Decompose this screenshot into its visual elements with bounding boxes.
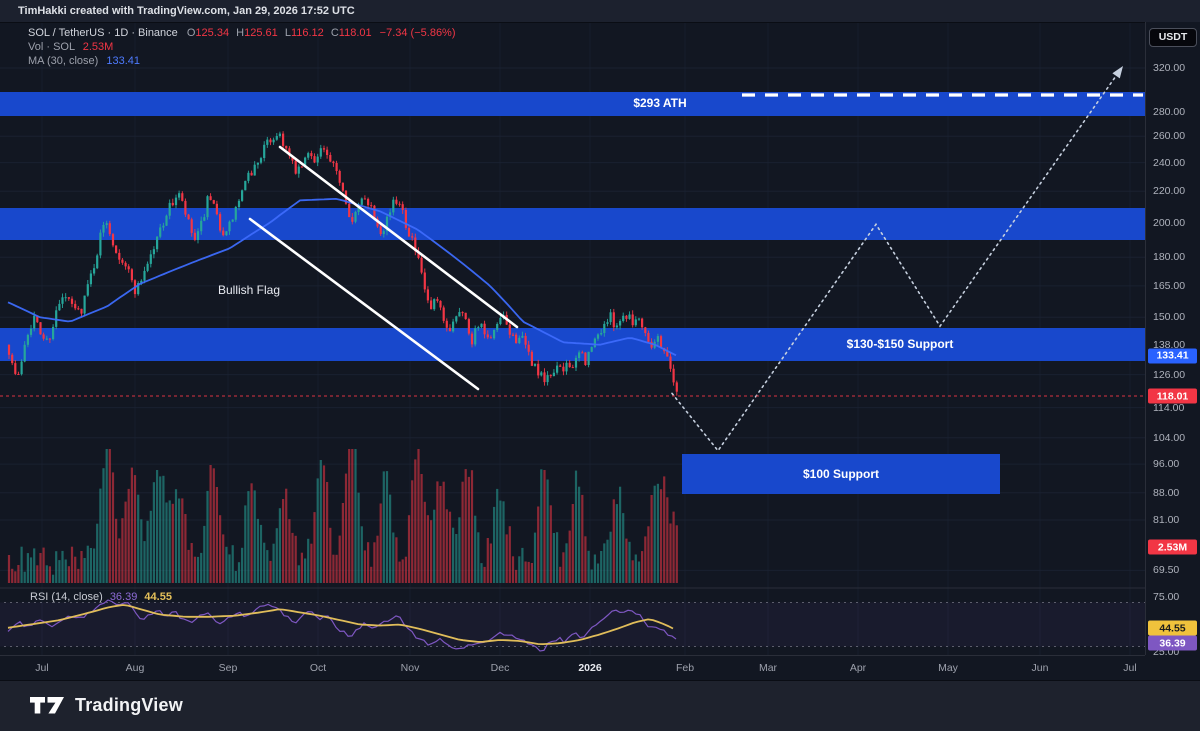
- high-value: 125.61: [244, 27, 278, 39]
- last-price-label: 118.01: [1148, 388, 1197, 404]
- ma-value: 133.41: [106, 55, 141, 67]
- tradingview-logo[interactable]: TradingView: [30, 695, 183, 716]
- price-tick: 240.00: [1153, 156, 1186, 169]
- price-tick: 200.00: [1153, 216, 1186, 229]
- price-tick: 114.00: [1153, 401, 1185, 414]
- price-tick: 280.00: [1153, 105, 1186, 118]
- time-tick-dec: Dec: [490, 662, 510, 674]
- chart-legend: SOL / TetherUS · 1D · Binance O125.34 H1…: [28, 27, 456, 69]
- support-box-annotation[interactable]: $100 Support: [802, 467, 880, 481]
- price-tick: 320.00: [1153, 62, 1186, 74]
- time-tick-mar: Mar: [758, 662, 778, 674]
- tradingview-logo-icon: [30, 697, 64, 714]
- rsi-ma-value: 44.55: [144, 591, 172, 603]
- rsi-value-label: 36.39: [1148, 635, 1197, 651]
- price-tick: 88.00: [1153, 486, 1180, 499]
- symbol-row[interactable]: SOL / TetherUS · 1D · Binance O125.34 H1…: [28, 27, 456, 40]
- close-label: C: [330, 27, 339, 39]
- price-tick: 96.00: [1153, 458, 1180, 471]
- time-tick-nov: Nov: [400, 662, 420, 674]
- price-tick: 150.00: [1153, 311, 1186, 324]
- volume-value: 2.53M: [82, 41, 114, 53]
- price-tick: 126.00: [1153, 368, 1186, 381]
- footer-bar: TradingView: [0, 680, 1200, 731]
- ma-label: MA (30, close): [28, 55, 99, 67]
- support-band-annotation[interactable]: $130-$150 Support: [846, 337, 954, 351]
- time-tick-feb: Feb: [675, 662, 695, 674]
- price-tick: 104.00: [1153, 431, 1186, 444]
- time-tick-sep: Sep: [218, 662, 238, 674]
- time-axis[interactable]: Jul Aug Sep Oct Nov Dec 2026 Feb Mar Apr May Jun Jul: [0, 655, 1145, 681]
- volume-value-label: 2.53M: [1148, 539, 1197, 555]
- symbol-title: SOL / TetherUS · 1D · Binance: [28, 27, 178, 39]
- time-tick-jul: Jul: [1123, 662, 1137, 674]
- price-tick: 69.50: [1153, 564, 1180, 577]
- time-tick-jun: Jun: [1031, 662, 1049, 674]
- ath-annotation[interactable]: $293 ATH: [633, 96, 687, 110]
- volume-label: Vol · SOL: [28, 41, 75, 53]
- low-value: 116.12: [290, 27, 324, 39]
- close-value: 118.01: [338, 27, 372, 39]
- price-tick: 165.00: [1153, 279, 1186, 292]
- price-tick: 81.00: [1153, 514, 1180, 526]
- rsi-legend[interactable]: RSI (14, close) 36.39 44.55: [30, 591, 176, 603]
- low-label: L: [284, 27, 291, 39]
- rsi-value: 36.39: [109, 591, 138, 603]
- volume-row[interactable]: Vol · SOL 2.53M: [28, 41, 456, 54]
- change-value: −7.34 (−5.86%): [379, 27, 456, 39]
- price-tick: 180.00: [1153, 251, 1186, 264]
- bullish-flag-annotation[interactable]: Bullish Flag: [217, 283, 281, 297]
- time-tick-may: May: [938, 662, 958, 674]
- rsi-title: RSI (14, close): [30, 591, 103, 603]
- price-tick: 138.00: [1153, 338, 1186, 351]
- attribution-bar: TimHakki created with TradingView.com, J…: [0, 0, 1200, 23]
- open-label: O: [186, 27, 196, 39]
- ma-row[interactable]: MA (30, close) 133.41: [28, 55, 456, 68]
- rsi-tick: 75.00: [1153, 591, 1180, 603]
- open-value: 125.34: [195, 27, 230, 39]
- attribution-text: TimHakki created with TradingView.com, J…: [18, 5, 355, 17]
- time-tick-2026: 2026: [578, 662, 602, 674]
- time-tick-aug: Aug: [125, 662, 145, 674]
- rsi-ma-value-label: 44.55: [1148, 620, 1197, 636]
- price-axis[interactable]: USDT 320.00 280.00 260.00 240.00 220.00 200.0…: [1145, 22, 1200, 658]
- time-tick-apr: Apr: [849, 662, 867, 674]
- ma-price-label: 133.41: [1148, 348, 1197, 364]
- tradingview-logo-text: TradingView: [75, 695, 183, 715]
- time-tick-oct: Oct: [309, 662, 327, 674]
- high-label: H: [236, 27, 245, 39]
- time-tick-jul: Jul: [35, 662, 49, 674]
- currency-toggle-button[interactable]: USDT: [1149, 28, 1197, 47]
- price-tick: 260.00: [1153, 130, 1186, 143]
- price-tick: 220.00: [1153, 185, 1186, 198]
